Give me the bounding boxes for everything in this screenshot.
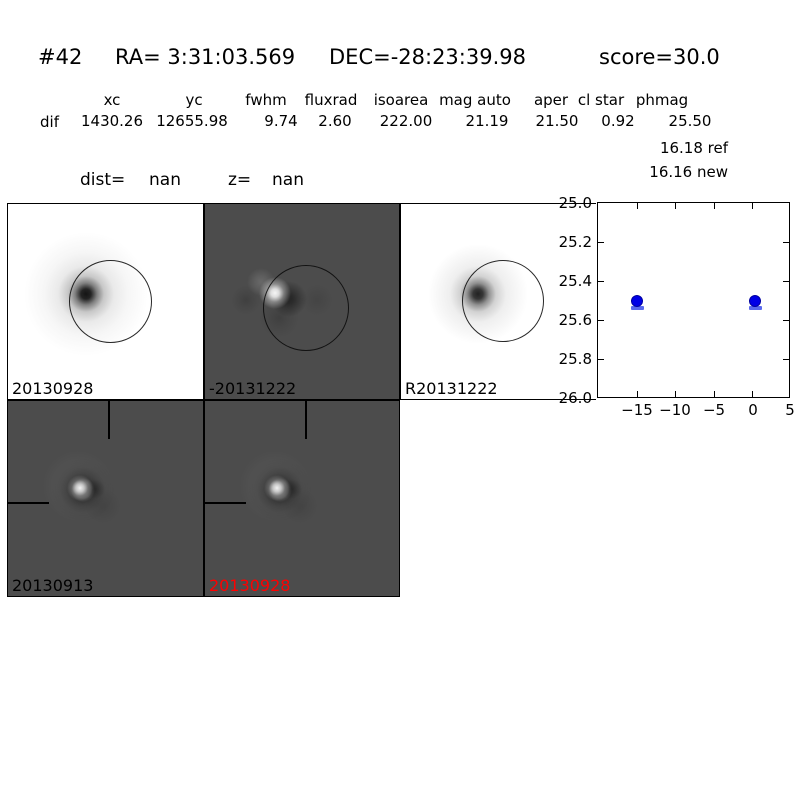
source-blob [8,401,203,596]
col-header-fluxrad: fluxrad [304,91,358,109]
cutout-date-label: 20130928 [209,576,291,595]
value-isoarea: 222.00 [379,112,433,130]
y-tick-label: 25.0 [558,194,592,212]
cutout-diff-20130913: 20130913 [7,400,204,597]
x-tick-label: 5 [785,401,795,419]
y-tick-label: 25.6 [558,311,592,329]
col-header-mag-auto: mag auto [439,91,511,109]
y-tick-label: 25.8 [558,350,592,368]
data-point-underlay [630,306,644,310]
x-tick [675,203,677,209]
score-value: score=30.0 [599,45,720,69]
y-tick-label: 25.2 [558,233,592,251]
y-tick [783,281,789,283]
measurement-header-row: xc yc fwhm fluxrad isoarea mag auto aper… [0,92,800,109]
crosshair-left-tick [205,502,246,504]
x-tick-label: −10 [659,401,691,419]
col-header-isoarea: isoarea [373,91,429,109]
y-tick [783,320,789,322]
value-cl-star: 0.92 [601,112,635,130]
object-id: #42 [38,45,83,69]
x-tick-label: −5 [702,401,726,419]
cutout-date-label: R20131222 [405,379,498,398]
lightcurve-plot [597,202,790,398]
crosshair-top-tick [108,401,110,439]
col-header-phmag: phmag [635,91,689,109]
cutout-new-epoch: 20130928 [7,203,204,400]
x-tick [637,203,639,209]
y-tick [598,320,604,322]
col-header-cl-star: cl star [577,91,625,109]
cutout-date-label: 20130928 [12,379,94,398]
y-tick [783,359,789,361]
dist-value: nan [149,170,181,190]
x-tick [752,391,754,397]
value-yc: 12655.98 [156,112,228,130]
cutout-diff-20130928: 20130928 [204,400,400,597]
col-header-aper: aper [533,91,569,109]
row-label-dif: dif [40,113,59,131]
y-tick [598,359,604,361]
y-tick-label: 25.4 [558,272,592,290]
ra-value: RA= 3:31:03.569 [115,45,296,69]
x-tick [714,203,716,209]
aperture-circle [263,265,349,351]
y-tick [783,242,789,244]
y-tick-label: 26.0 [558,389,592,407]
value-xc: 1430.26 [80,112,144,130]
dist-label: dist= [80,170,126,190]
cutout-date-label: -20131222 [209,379,297,398]
measurement-value-row: dif 1430.26 12655.98 9.74 2.60 222.00 21… [0,112,800,132]
crosshair-top-tick [305,401,307,439]
phmag-new-value: 16.16 new [649,163,728,181]
value-mag-auto: 21.19 [465,112,509,130]
x-tick [714,391,716,397]
x-tick [637,391,639,397]
value-phmag: 25.50 [668,112,712,130]
data-point [631,294,643,307]
value-aper: 21.50 [535,112,579,130]
data-point [749,294,761,307]
x-tick-label: −15 [621,401,653,419]
x-tick-label: 0 [748,401,758,419]
phmag-ref-value: 16.18 ref [659,139,728,157]
col-header-fwhm: fwhm [245,91,287,109]
crosshair-left-tick [8,502,49,504]
aperture-circle [462,260,544,342]
data-point-underlay [748,306,762,310]
dist-z-row: dist= nan z= nan [0,170,500,190]
x-tick [752,203,754,209]
cutout-reference-epoch: R20131222 [400,203,596,400]
cutout-difference-epoch: -20131222 [204,203,400,400]
col-header-yc: yc [185,91,203,109]
z-value: nan [272,170,304,190]
title-row: #42 RA= 3:31:03.569 DEC=-28:23:39.98 sco… [0,44,800,72]
aperture-circle [69,260,152,343]
z-label: z= [228,170,252,190]
value-fluxrad: 2.60 [318,112,352,130]
dec-value: DEC=-28:23:39.98 [329,45,526,69]
cutout-date-label: 20130913 [12,576,94,595]
source-blob [205,401,399,596]
x-tick [675,391,677,397]
col-header-xc: xc [103,91,121,109]
y-tick [598,242,604,244]
y-tick [598,281,604,283]
value-fwhm: 9.74 [264,112,298,130]
